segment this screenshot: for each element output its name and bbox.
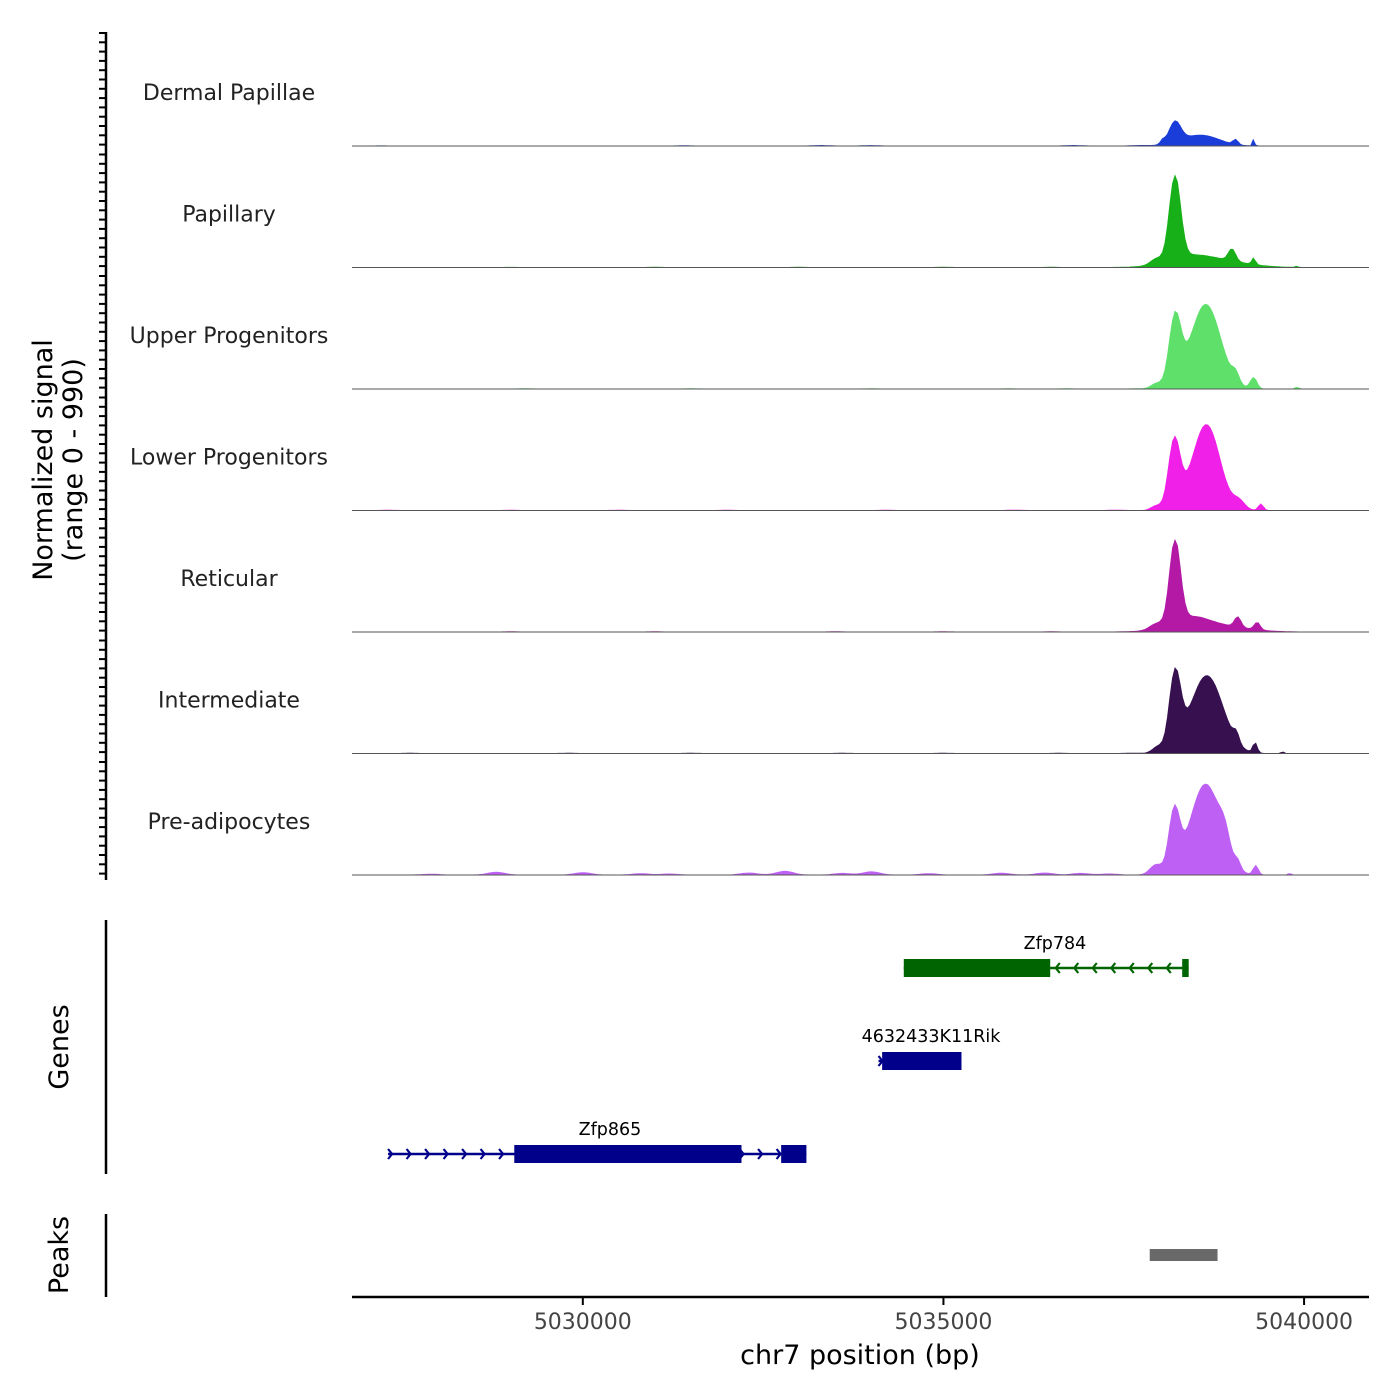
- peaks-axis-label: Peaks: [44, 1216, 75, 1294]
- x-axis-label: chr7 position (bp): [740, 1340, 980, 1371]
- gene-exon: [882, 1052, 962, 1070]
- gene-label: Zfp784: [1024, 934, 1087, 954]
- peak-regions: [1149, 1249, 1218, 1261]
- x-tick-label: 5030000: [534, 1310, 632, 1335]
- signal-track: Lower Progenitors: [130, 424, 1369, 511]
- gene-label: 4632433K11Rik: [862, 1027, 1002, 1047]
- signal-track: Papillary: [182, 174, 1369, 268]
- signal-track: Intermediate: [158, 667, 1369, 754]
- track-label: Dermal Papillae: [143, 81, 315, 106]
- strand-arrow: [424, 1148, 431, 1160]
- gene-label: Zfp865: [579, 1120, 642, 1140]
- gene-exon: [514, 1145, 742, 1163]
- strand-arrow: [479, 1148, 486, 1160]
- genes-panel: Genes Zfp784 4632433K11Rik Zfp865: [44, 920, 1189, 1174]
- signal-track: Upper Progenitors: [130, 303, 1369, 390]
- gene-model: 4632433K11Rik: [862, 1027, 1002, 1070]
- signal-track: Dermal Papillae: [143, 81, 1369, 147]
- strand-arrow: [1128, 962, 1135, 974]
- strand-arrow: [1091, 962, 1098, 974]
- signal-area: [352, 303, 1369, 390]
- track-label: Pre-adipocytes: [148, 810, 311, 835]
- strand-arrow: [775, 1148, 782, 1160]
- strand-arrow: [1146, 962, 1154, 974]
- signal-track: Pre-adipocytes: [148, 783, 1369, 876]
- signal-area: [352, 538, 1369, 633]
- signal-tracks: Dermal Papillae Papillary Upper Progenitor…: [130, 81, 1369, 876]
- y-axis-ticks: [99, 32, 106, 875]
- strand-arrow: [1072, 962, 1080, 974]
- gene-exon: [781, 1145, 807, 1163]
- strand-arrow: [387, 1148, 394, 1160]
- peaks-panel: Peaks: [44, 1214, 1218, 1297]
- gene-model: Zfp784: [903, 934, 1189, 977]
- signal-area: [352, 783, 1369, 876]
- signal-area: [352, 120, 1369, 147]
- y-axis-label-line-1: Normalized signal: [28, 339, 59, 581]
- peak-region: [1149, 1249, 1218, 1261]
- y-axis-signal: Normalized signal (range 0 - 990): [28, 32, 108, 880]
- strand-arrow: [461, 1148, 468, 1160]
- track-label: Lower Progenitors: [130, 446, 328, 471]
- gene-models: Zfp784 4632433K11Rik Zfp865: [387, 934, 1189, 1163]
- signal-track: Reticular: [180, 538, 1369, 633]
- x-axis-ticks: 5030000 5035000 5040000: [534, 1297, 1353, 1335]
- y-axis-label-line-2: (range 0 - 990): [58, 358, 89, 562]
- strand-arrow: [1165, 962, 1172, 974]
- x-axis: 5030000 5035000 5040000 chr7 position (bp): [352, 1295, 1369, 1371]
- strand-arrow: [498, 1148, 505, 1160]
- signal-area: [352, 174, 1369, 268]
- x-tick-label: 5035000: [894, 1310, 992, 1335]
- gene-exon: [1182, 959, 1189, 977]
- track-label: Upper Progenitors: [130, 324, 329, 349]
- strand-arrow: [1109, 962, 1117, 974]
- track-label: Intermediate: [158, 689, 300, 714]
- x-tick-label: 5040000: [1255, 1310, 1353, 1335]
- strand-arrow: [405, 1148, 412, 1160]
- strand-arrow: [442, 1148, 449, 1160]
- track-label: Reticular: [180, 567, 278, 592]
- gene-model: Zfp865: [387, 1120, 807, 1163]
- signal-area: [352, 667, 1369, 754]
- track-label: Papillary: [182, 203, 276, 228]
- strand-arrow: [1054, 962, 1061, 974]
- gene-exon: [903, 959, 1051, 977]
- signal-area: [352, 424, 1369, 511]
- genes-axis-label: Genes: [44, 1004, 75, 1089]
- strand-arrow: [757, 1148, 764, 1160]
